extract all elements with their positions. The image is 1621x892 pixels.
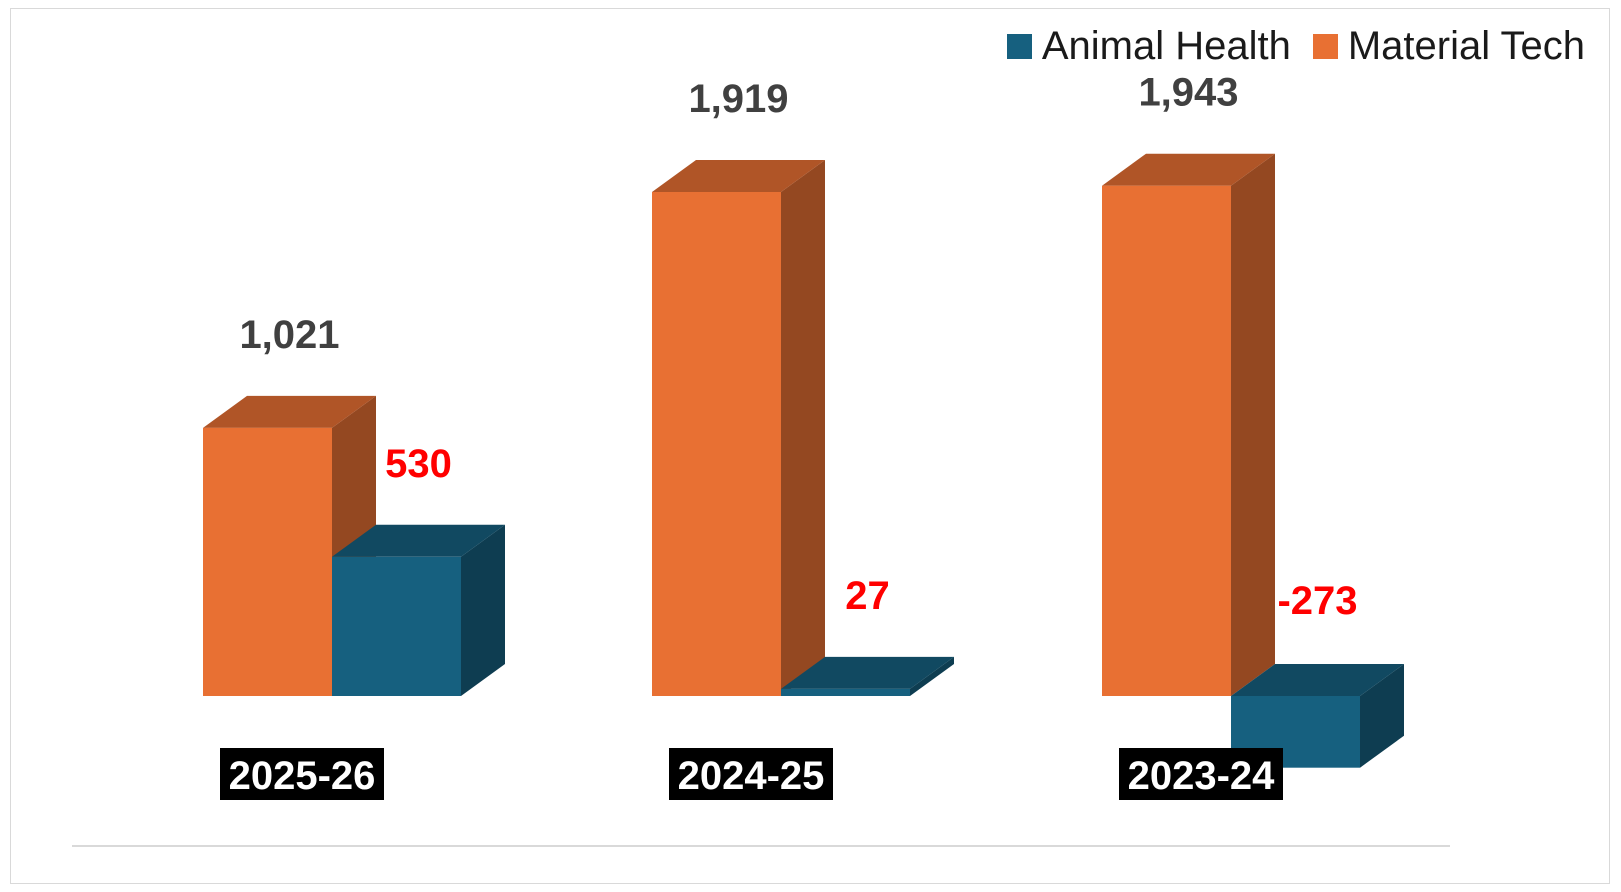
- bar-animal-health-2024-25-front: [781, 688, 910, 696]
- bar-animal-health-2025-26-top: [332, 524, 505, 557]
- bar-animal-health-2025-26: [332, 524, 505, 696]
- data-label-material-tech-2024-25: 1,919: [688, 77, 788, 121]
- bar-material-tech-2025-26-front: [203, 427, 332, 696]
- category-label-2025-26: 2025-26: [220, 748, 384, 800]
- category-label-bg-2024-25: [669, 748, 833, 800]
- legend-swatch-animal-health: [1006, 34, 1032, 59]
- bar-animal-health-2024-25: [781, 656, 954, 696]
- bar-animal-health-2024-25-side: [910, 656, 954, 696]
- bars-layer: [203, 153, 1404, 768]
- bar-material-tech-2024-25-side: [781, 160, 825, 696]
- bar-material-tech-2023-24: [1102, 153, 1275, 696]
- category-label-bg-2025-26: [220, 748, 384, 800]
- bar-material-tech-2024-25-top: [652, 160, 825, 192]
- legend-label-animal-health: Animal Health: [1041, 24, 1291, 68]
- bar-material-tech-2024-25: [652, 160, 825, 696]
- bar-animal-health-2023-24: [1231, 664, 1404, 768]
- legend-label-material-tech: Material Tech: [1347, 24, 1585, 68]
- bar-material-tech-2024-25-front: [652, 192, 781, 696]
- bar-animal-health-2025-26-side: [461, 524, 505, 696]
- bar-material-tech-2023-24-front: [1102, 185, 1231, 696]
- legend-item-animal-health: Animal Health: [1006, 24, 1291, 69]
- legend-swatch-material-tech: [1312, 34, 1338, 59]
- bar-animal-health-2025-26-front: [332, 556, 461, 696]
- bar-animal-health-2023-24-top: [1231, 664, 1404, 696]
- category-label-bg-2023-24: [1119, 748, 1283, 800]
- category-label-2023-24: 2023-24: [1119, 748, 1283, 800]
- data-label-material-tech-2025-26: 1,021: [239, 313, 339, 357]
- category-label-text-2023-24: 2023-24: [1128, 754, 1276, 798]
- bar-material-tech-2023-24-top: [1102, 153, 1275, 186]
- data-label-animal-health-2023-24: -273: [1277, 579, 1357, 623]
- category-label-text-2024-25: 2024-25: [678, 754, 825, 798]
- category-label-text-2025-26: 2025-26: [229, 754, 376, 798]
- labels-layer: 1,021 530 2025-26 1,919 27 2024-25 1,943 -273 20…: [220, 71, 1358, 800]
- bar-material-tech-2025-26-top: [203, 395, 376, 428]
- data-label-animal-health-2024-25: 27: [845, 574, 890, 618]
- legend: Animal Health Material Tech: [985, 24, 1585, 69]
- data-label-material-tech-2023-24: 1,943: [1138, 71, 1238, 115]
- bar-animal-health-2024-25-top: [781, 656, 954, 689]
- category-label-2024-25: 2024-25: [669, 748, 833, 800]
- legend-item-material-tech: Material Tech: [1312, 24, 1585, 69]
- data-label-animal-health-2025-26: 530: [385, 442, 452, 486]
- bar-animal-health-2023-24-side: [1360, 664, 1404, 768]
- bar-material-tech-2023-24-side: [1231, 153, 1275, 696]
